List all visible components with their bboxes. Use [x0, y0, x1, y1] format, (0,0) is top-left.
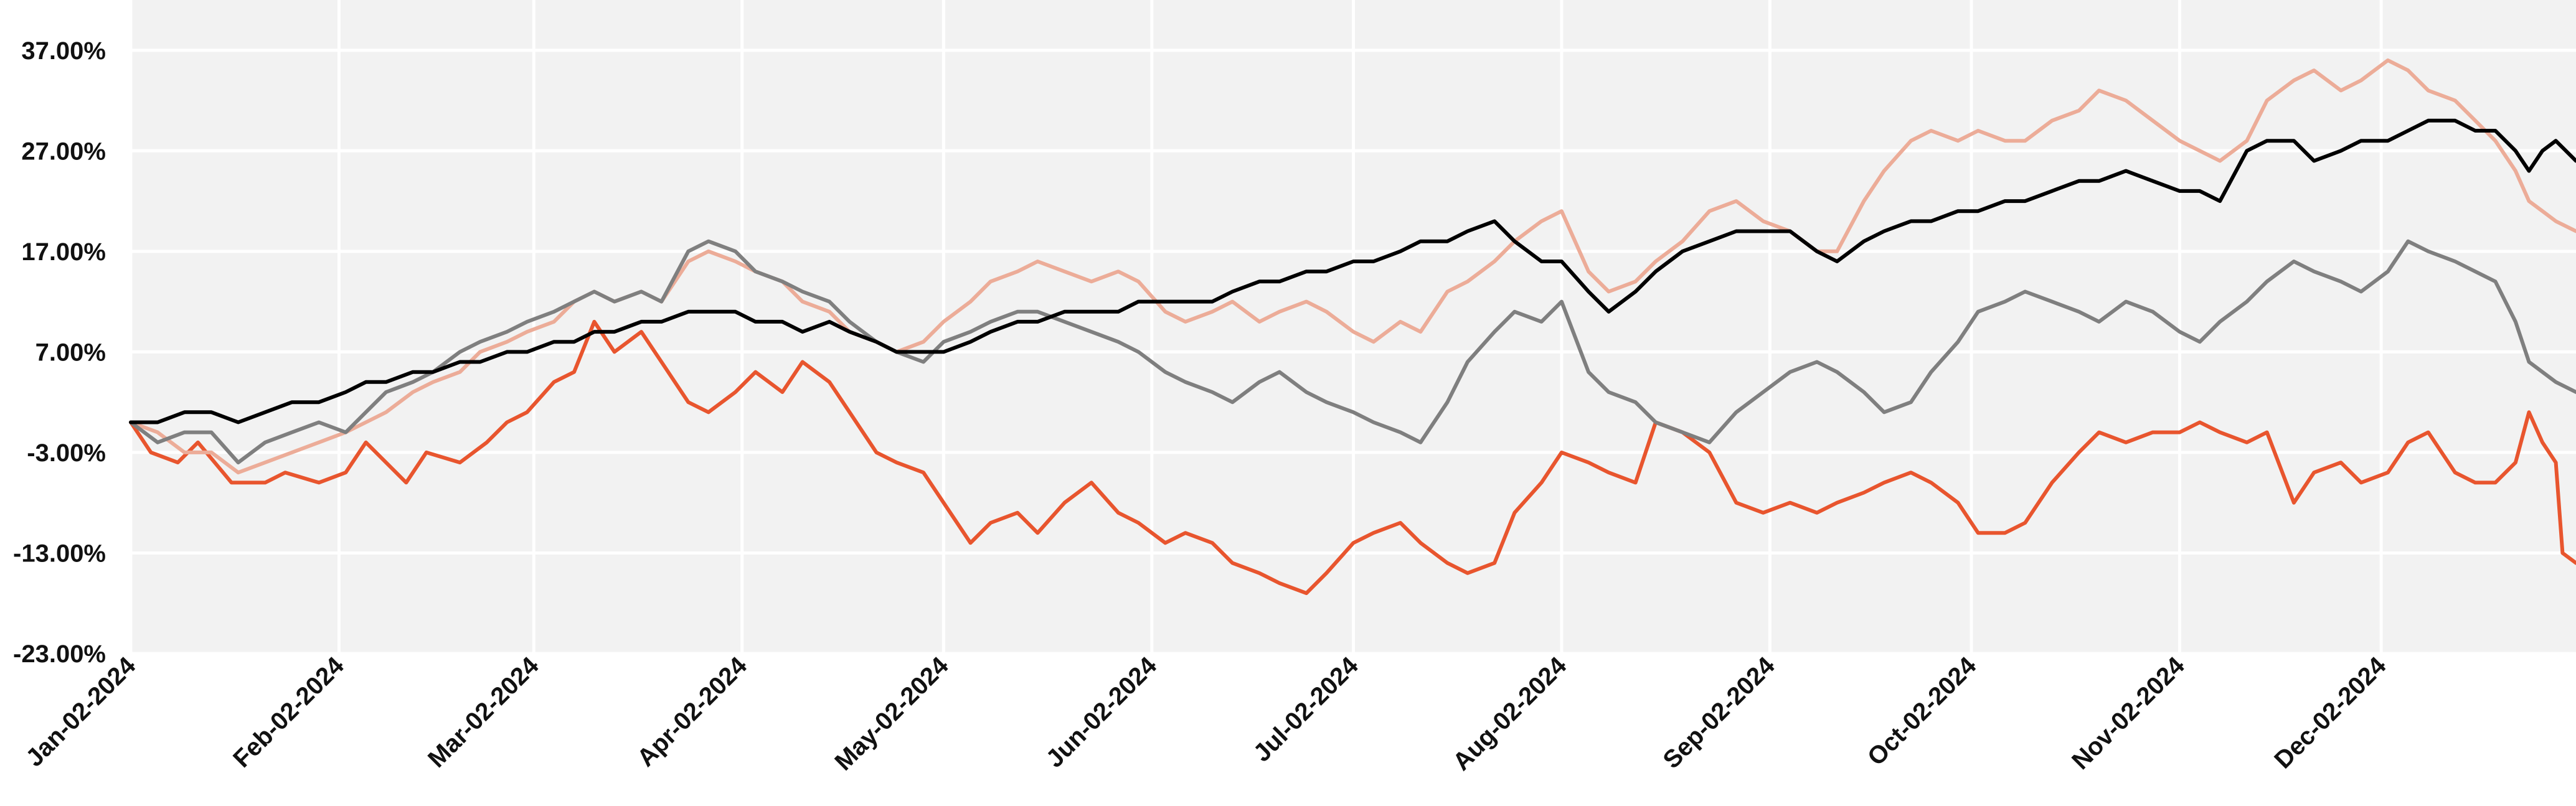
grid-lines — [129, 0, 2576, 655]
x-axis-ticks: Jan-02-2024 Feb-02-2024 Mar-02-2024 Apr-02-… — [21, 652, 2392, 776]
series-lines — [129, 58, 2576, 596]
y-tick-label: -3.00% — [27, 439, 106, 467]
series-line-2 — [129, 58, 2576, 475]
series-line-4 — [129, 118, 2576, 424]
x-tick-label: Jan-02-2024 — [21, 652, 141, 772]
x-tick-label: Aug-02-2024 — [1448, 652, 1572, 776]
x-tick-label: Nov-02-2024 — [2067, 652, 2190, 775]
x-tick-label: Jul-02-2024 — [1248, 652, 1364, 767]
x-tick-label: May-02-2024 — [829, 652, 954, 776]
x-tick-label: Sep-02-2024 — [1658, 652, 1781, 774]
y-tick-label: 17.00% — [21, 238, 106, 266]
x-tick-label: Feb-02-2024 — [228, 652, 349, 773]
series-line-3 — [129, 239, 2576, 465]
y-axis-ticks: 37.00% 27.00% 17.00% 7.00% -3.00% -13.00% -23.… — [13, 37, 106, 668]
y-tick-label: 7.00% — [35, 339, 106, 366]
x-tick-label: Apr-02-2024 — [632, 652, 753, 772]
y-tick-label: -23.00% — [13, 640, 106, 668]
x-tick-label: Oct-02-2024 — [1862, 652, 1982, 771]
series-line-1 — [129, 319, 2576, 596]
y-tick-label: -13.00% — [13, 540, 106, 567]
x-tick-label: Dec-02-2024 — [2269, 652, 2392, 774]
x-tick-label: Mar-02-2024 — [423, 652, 544, 773]
x-tick-label: Jun-02-2024 — [1041, 652, 1163, 773]
y-tick-label: 27.00% — [21, 138, 106, 165]
y-tick-label: 37.00% — [21, 37, 106, 65]
